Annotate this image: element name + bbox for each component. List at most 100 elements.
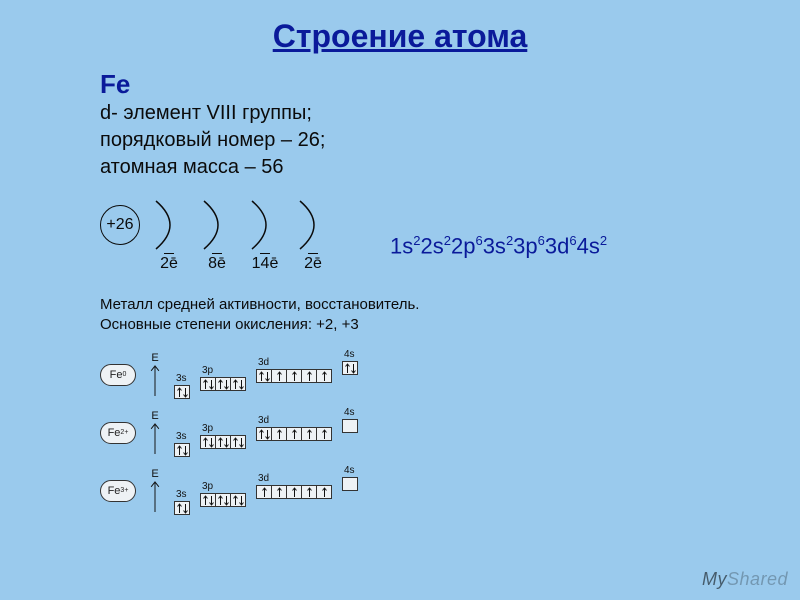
spin-up-icon xyxy=(203,379,208,390)
orbital-box xyxy=(215,435,231,449)
arrow-up-icon xyxy=(150,422,160,455)
orbital-box xyxy=(271,427,287,441)
orbital-box xyxy=(271,369,287,383)
energy-axis-label: E xyxy=(151,411,158,422)
spin-up-icon xyxy=(203,495,208,506)
spin-down-icon xyxy=(209,495,214,506)
content-area: Fe d- элемент VIII группы; порядковый но… xyxy=(0,55,800,514)
orbital-box xyxy=(174,385,190,399)
shell-electron-count: 2ē xyxy=(160,255,178,273)
spin-up-icon xyxy=(177,387,182,398)
spin-up-icon xyxy=(322,487,327,498)
sublevel-label: 4s xyxy=(342,408,355,418)
orbital-boxes xyxy=(200,493,246,507)
spin-down-icon xyxy=(224,495,229,506)
spin-down-icon xyxy=(183,503,188,514)
page-title: Строение атома xyxy=(0,0,800,55)
spin-down-icon xyxy=(351,363,356,374)
orbital-boxes xyxy=(200,435,246,449)
spin-up-icon xyxy=(233,379,238,390)
watermark-part-2: Shared xyxy=(727,569,788,589)
shell-arc-icon xyxy=(244,197,286,253)
spin-up-icon xyxy=(277,429,282,440)
spin-up-icon xyxy=(292,487,297,498)
spin-up-icon xyxy=(345,363,350,374)
orbital-boxes xyxy=(342,361,358,375)
spin-up-icon xyxy=(177,503,182,514)
ion-species-label: Fe2+ xyxy=(100,422,136,444)
electron-shell: 2ē xyxy=(146,197,192,273)
orbital-box xyxy=(286,427,302,441)
sublevel: 3s xyxy=(174,374,190,399)
spin-up-icon xyxy=(259,371,264,382)
description-block: Металл средней активности, восстановител… xyxy=(100,295,700,336)
sublevel: 4s xyxy=(342,350,358,375)
shell-arc-icon xyxy=(196,197,238,253)
spin-down-icon xyxy=(239,437,244,448)
orbital-box xyxy=(301,369,317,383)
ion-species-label: Fe0 xyxy=(100,364,136,386)
energy-axis: E xyxy=(146,353,164,397)
orbital-box xyxy=(200,493,216,507)
orbital-box xyxy=(316,369,332,383)
shell-electron-count: 2ē xyxy=(304,255,322,273)
sublevel-label: 3s xyxy=(174,374,187,384)
sublevel-label: 3s xyxy=(174,432,187,442)
electron-configuration: 1s22s22p63s23p63d64s2 xyxy=(390,233,607,259)
orbital-box xyxy=(301,427,317,441)
sublevels-group: 3s 3p 3d xyxy=(174,350,358,399)
shell-electron-count: 14ē xyxy=(252,255,279,273)
spin-up-icon xyxy=(233,495,238,506)
sublevel: 4s xyxy=(342,466,358,491)
ion-species-label: Fe3+ xyxy=(100,480,136,502)
sublevel: 3d xyxy=(256,416,332,441)
spin-up-icon xyxy=(322,371,327,382)
orbital-boxes xyxy=(342,419,358,433)
nucleus-circle: +26 xyxy=(100,205,140,245)
sublevel: 4s xyxy=(342,408,358,433)
watermark-part-1: My xyxy=(702,569,727,589)
sublevel: 3d xyxy=(256,474,332,499)
spin-down-icon xyxy=(224,379,229,390)
sublevel: 3d xyxy=(256,358,332,383)
spin-down-icon xyxy=(209,437,214,448)
orbital-box xyxy=(286,369,302,383)
spin-up-icon xyxy=(292,371,297,382)
description-line-2: Основные степени окисления: +2, +3 xyxy=(100,315,700,335)
element-line-1: d- элемент VIII группы; xyxy=(100,100,700,127)
orbital-box xyxy=(316,485,332,499)
orbital-box xyxy=(316,427,332,441)
orbital-boxes xyxy=(256,427,332,441)
spin-down-icon xyxy=(209,379,214,390)
sublevel-label: 3d xyxy=(256,416,269,426)
sublevel: 3p xyxy=(200,366,246,391)
orbital-box xyxy=(174,501,190,515)
orbital-box xyxy=(230,435,246,449)
orbital-box xyxy=(342,419,358,433)
description-line-1: Металл средней активности, восстановител… xyxy=(100,295,700,315)
energy-axis-label: E xyxy=(151,353,158,364)
orbital-box xyxy=(215,493,231,507)
orbital-box xyxy=(342,477,358,491)
electron-shell: 14ē xyxy=(242,197,288,273)
orbital-row: Fe0 E 3s 3p 3d xyxy=(100,352,700,398)
orbital-boxes xyxy=(200,377,246,391)
spin-down-icon xyxy=(239,379,244,390)
sublevel-label: 4s xyxy=(342,466,355,476)
orbital-box xyxy=(286,485,302,499)
sublevel: 3p xyxy=(200,482,246,507)
spin-down-icon xyxy=(265,429,270,440)
sublevels-group: 3s 3p 3d xyxy=(174,466,358,515)
spin-up-icon xyxy=(218,437,223,448)
spin-up-icon xyxy=(218,495,223,506)
orbital-boxes xyxy=(256,485,332,499)
sublevel-label: 3p xyxy=(200,482,213,492)
orbital-box xyxy=(174,443,190,457)
orbital-box xyxy=(200,435,216,449)
arrow-up-icon xyxy=(150,480,160,513)
spin-up-icon xyxy=(203,437,208,448)
orbital-boxes xyxy=(174,443,190,457)
spin-down-icon xyxy=(239,495,244,506)
arrow-up-icon xyxy=(150,364,160,397)
spin-up-icon xyxy=(277,487,282,498)
